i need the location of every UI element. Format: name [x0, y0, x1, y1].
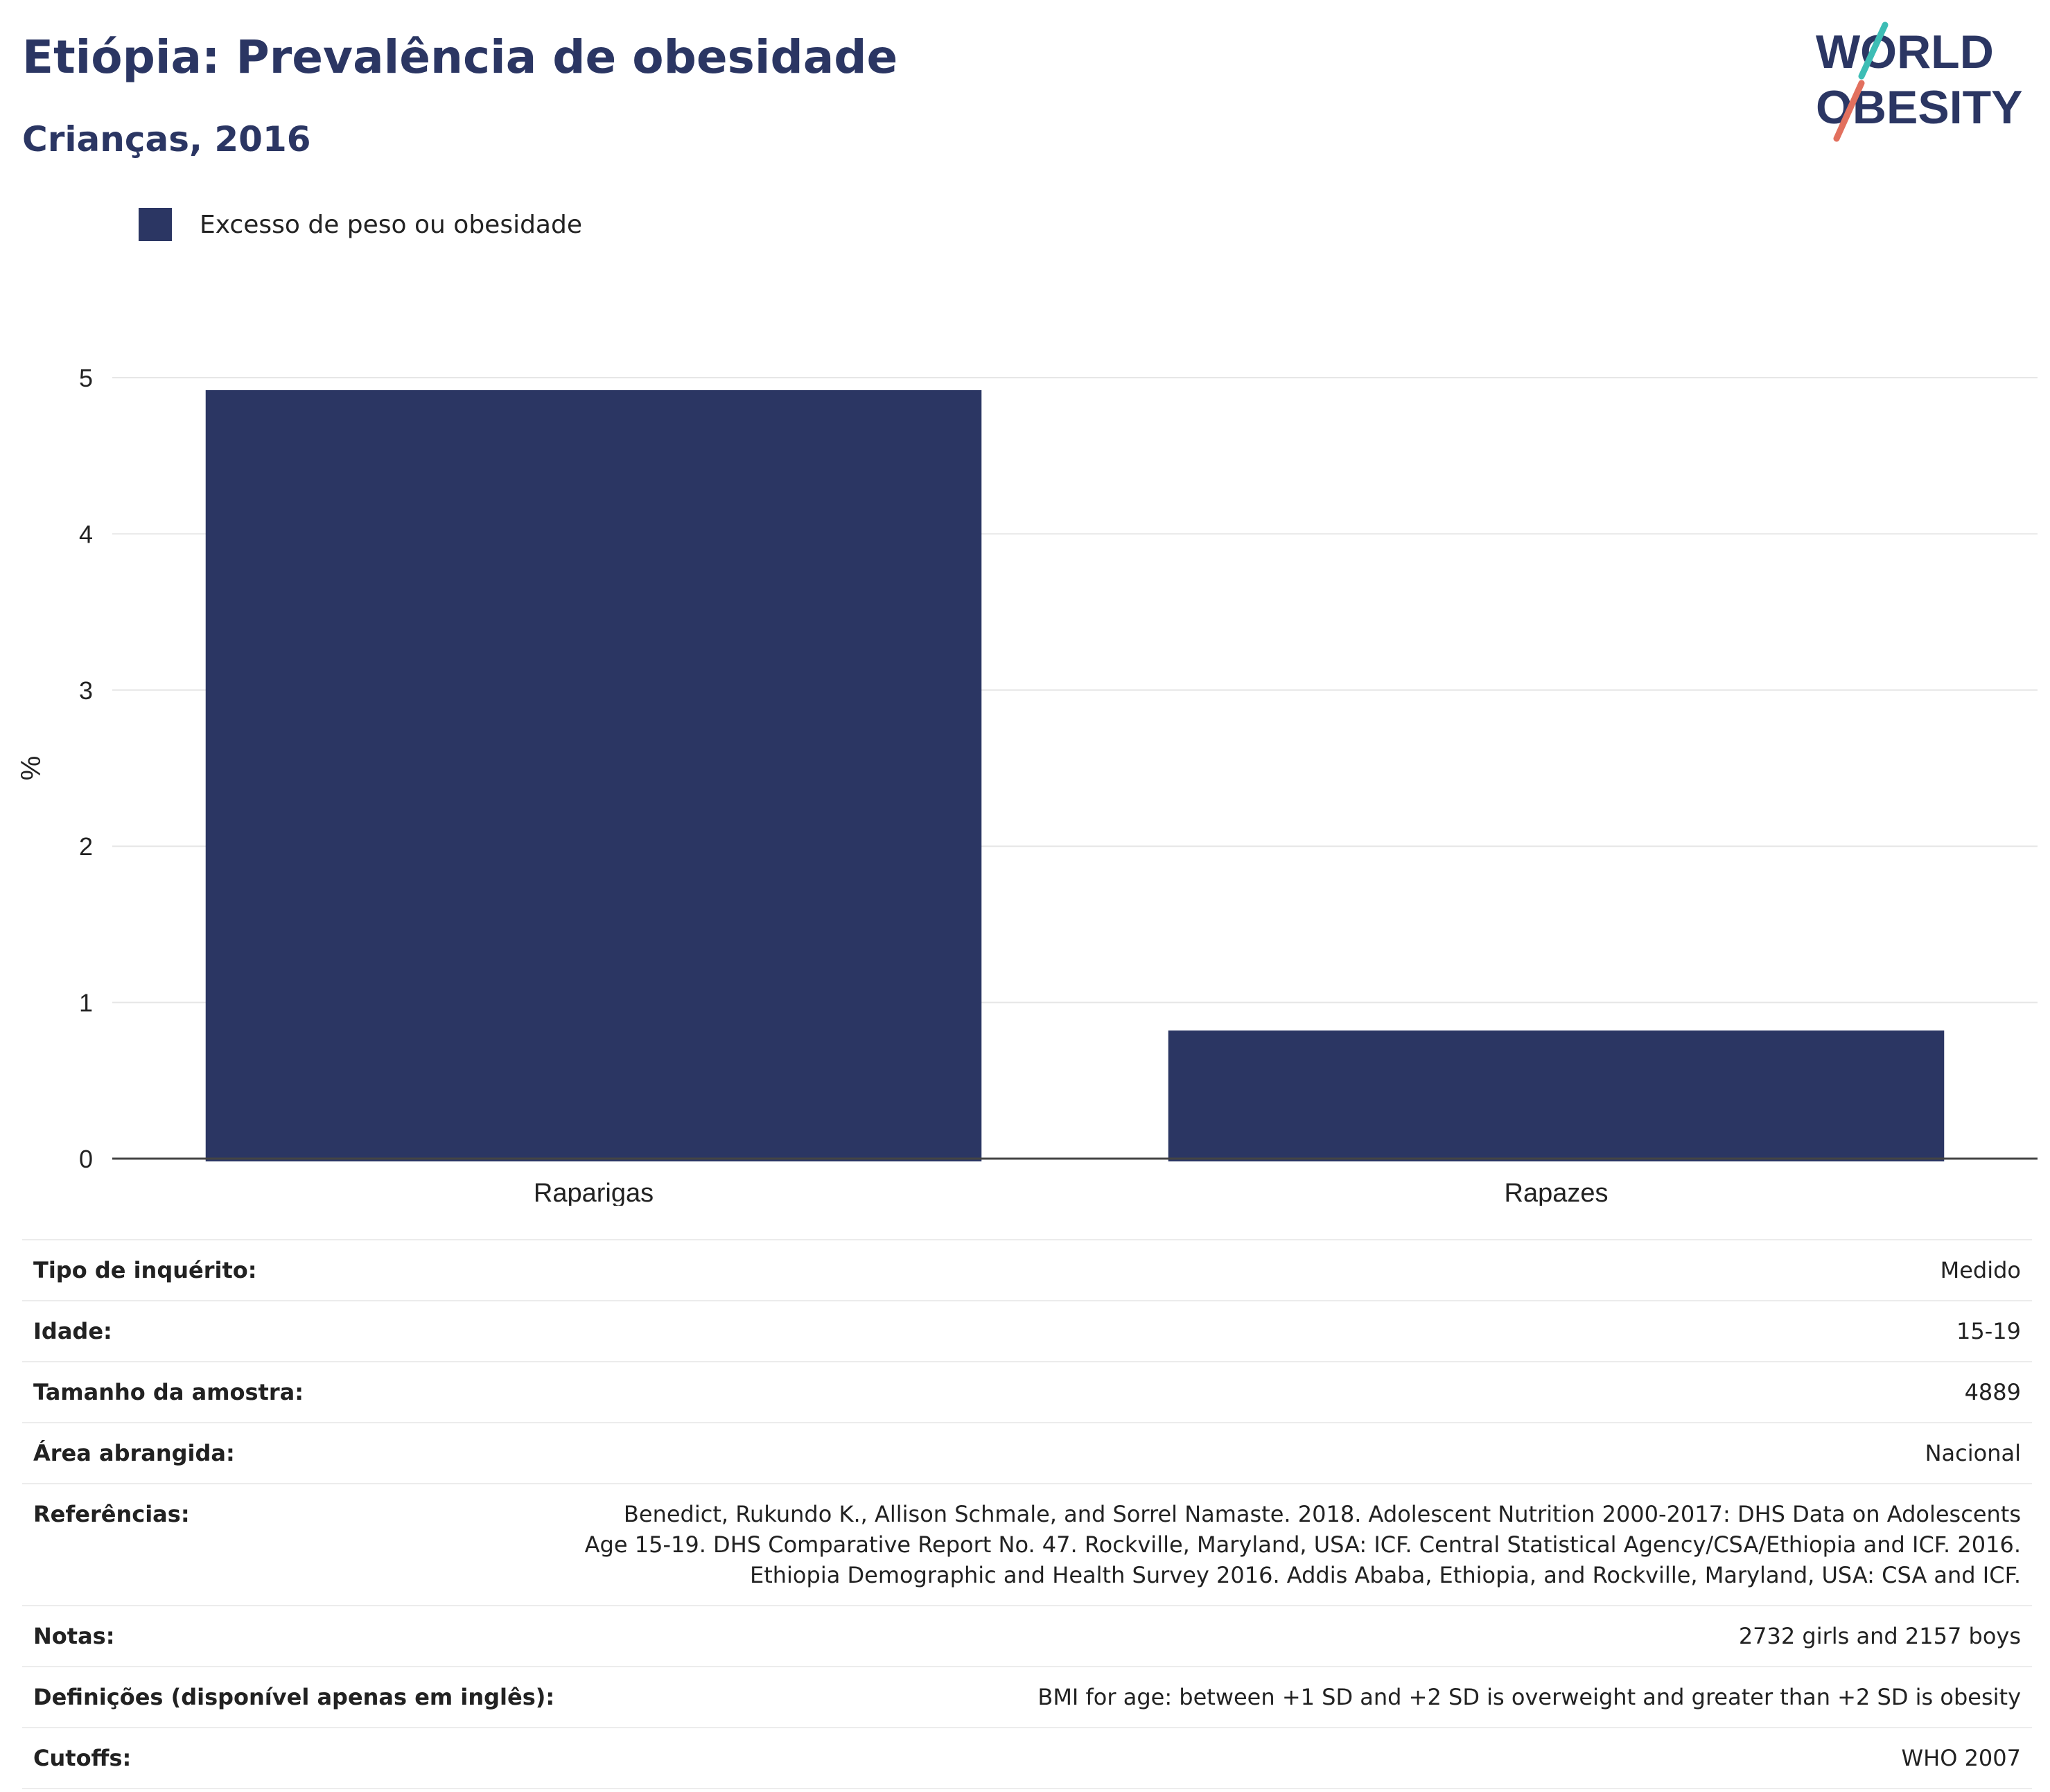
metadata-value: Benedict, Rukundo K., Allison Schmale, a… — [584, 1501, 2021, 1588]
metadata-row: Idade: 15-19 — [22, 1301, 2032, 1362]
axes: 0 1 2 3 4 5 Raparigas Rapazes — [79, 364, 2038, 1206]
metadata-label: Notas: — [33, 1623, 115, 1649]
chart-subtitle: Crianças, 2016 — [22, 119, 311, 159]
y-tick-label: 0 — [79, 1145, 93, 1173]
metadata-value: Nacional — [1925, 1440, 2021, 1466]
metadata-label: Definições (disponível apenas em inglês)… — [33, 1684, 555, 1710]
logo-slash-teal — [1858, 21, 1889, 80]
chart-title: Etiópia: Prevalência de obesidade — [22, 30, 898, 84]
metadata-label: Idade: — [33, 1318, 112, 1344]
legend: Excesso de peso ou obesidade — [139, 207, 582, 243]
survey-metadata-table: Tipo de inquérito: Medido Idade: 15-19 Taman… — [22, 1239, 2032, 1789]
metadata-value: WHO 2007 — [1901, 1745, 2022, 1771]
metadata-label: Referências: — [33, 1501, 190, 1527]
metadata-value: 4889 — [1964, 1379, 2021, 1405]
world-obesity-logo: WORLD OBESITY — [1816, 21, 2023, 142]
bar-chart: 0 1 2 3 4 5 Raparigas Rapazes % — [16, 364, 2038, 1206]
logo-line-2: OBESITY — [1816, 81, 2023, 134]
legend-label: Excesso de peso ou obesidade — [200, 210, 582, 239]
bar-rapazes — [1168, 1030, 1945, 1161]
metadata-row: Referências: Benedict, Rukundo K., Alliso… — [22, 1484, 2032, 1606]
metadata-label: Tamanho da amostra: — [33, 1379, 304, 1405]
legend-swatch — [139, 208, 172, 241]
metadata-row: Notas: 2732 girls and 2157 boys — [22, 1606, 2032, 1667]
x-tick-label: Rapazes — [1505, 1179, 1609, 1206]
metadata-row: Definições (disponível apenas em inglês)… — [22, 1667, 2032, 1728]
metadata-row: Tipo de inquérito: Medido — [22, 1240, 2032, 1301]
metadata-row: Área abrangida: Nacional — [22, 1423, 2032, 1484]
metadata-row: Tamanho da amostra: 4889 — [22, 1362, 2032, 1423]
bars — [205, 390, 1945, 1161]
y-tick-label: 4 — [79, 520, 93, 548]
y-tick-label: 2 — [79, 832, 93, 861]
bar-raparigas — [205, 390, 982, 1161]
y-tick-label: 1 — [79, 989, 93, 1017]
metadata-value: Medido — [1940, 1257, 2021, 1283]
metadata-value: BMI for age: between +1 SD and +2 SD is … — [1037, 1684, 2021, 1710]
metadata-label: Área abrangida: — [33, 1440, 235, 1466]
metadata-value: 2732 girls and 2157 boys — [1738, 1623, 2021, 1649]
metadata-label: Tipo de inquérito: — [33, 1257, 257, 1283]
y-tick-label: 5 — [79, 364, 93, 392]
x-tick-label: Raparigas — [534, 1179, 654, 1206]
metadata-value: 15-19 — [1956, 1318, 2021, 1344]
metadata-label: Cutoffs: — [33, 1745, 132, 1771]
logo-slash-coral — [1833, 80, 1865, 142]
y-axis-label: % — [16, 756, 46, 781]
metadata-row: Cutoffs: WHO 2007 — [22, 1728, 2032, 1789]
y-tick-label: 3 — [79, 676, 93, 705]
logo-line-1: WORLD — [1816, 26, 1994, 78]
